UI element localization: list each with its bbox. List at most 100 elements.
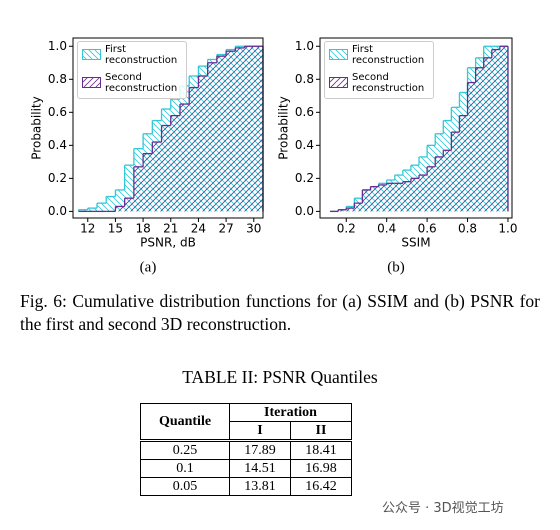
y-tick-label: 0.4 xyxy=(295,138,314,152)
plot-frame xyxy=(72,37,264,219)
legend-label: First reconstruction xyxy=(105,44,178,66)
bar xyxy=(124,198,134,212)
bar xyxy=(115,189,125,212)
y-tick-label: 0.6 xyxy=(48,105,67,119)
y-tick-label: 0.6 xyxy=(295,105,314,119)
bar xyxy=(96,203,107,212)
y-axis-label: Probability xyxy=(277,96,291,159)
bar xyxy=(216,56,227,212)
plot-frame xyxy=(319,37,513,219)
figure-caption: Fig. 6: Cumulative distribution function… xyxy=(20,291,540,334)
bar xyxy=(370,186,379,212)
subcaption: (a) xyxy=(140,259,157,275)
bar xyxy=(78,209,88,212)
legend-swatch xyxy=(329,49,348,60)
bar xyxy=(499,46,508,212)
bar xyxy=(354,203,363,212)
bar xyxy=(451,132,460,212)
bar xyxy=(467,82,476,212)
bar xyxy=(338,209,347,212)
bar xyxy=(152,142,162,212)
legend: First reconstruction Second reconstructio… xyxy=(77,41,187,99)
legend-entry: Second reconstruction xyxy=(78,70,186,98)
x-tick-label: 0.2 xyxy=(337,222,356,236)
bar xyxy=(170,115,180,212)
subcaption: (b) xyxy=(387,259,405,275)
bar xyxy=(378,184,387,212)
y-tick-label: 0.0 xyxy=(295,204,314,218)
x-tick-label: 12 xyxy=(80,222,95,236)
x-tick-label: 27 xyxy=(218,222,233,236)
bar xyxy=(179,104,190,212)
y-tick-label: 0.0 xyxy=(48,204,67,218)
x-axis-label: PSNR, dB xyxy=(140,236,196,250)
bar xyxy=(427,166,436,212)
legend: First reconstruction Second reconstructio… xyxy=(324,41,434,99)
table-cell: 0.1 xyxy=(140,459,230,478)
y-tick-label: 0.4 xyxy=(48,138,67,152)
bar xyxy=(483,57,492,212)
table-title: TABLE II: PSNR Quantiles xyxy=(182,367,378,387)
bar xyxy=(386,183,395,212)
bar xyxy=(459,115,468,212)
x-tick-label: 21 xyxy=(163,222,178,236)
y-tick-label: 1.0 xyxy=(295,39,314,53)
bar xyxy=(419,175,428,212)
bar xyxy=(253,46,263,212)
x-tick-label: 0.4 xyxy=(377,222,396,236)
bar xyxy=(443,150,452,212)
x-tick-label: 18 xyxy=(135,222,150,236)
bar xyxy=(362,189,371,212)
bar xyxy=(491,49,500,212)
header-cell: Iteration xyxy=(229,403,352,422)
bar xyxy=(87,208,97,212)
legend-label: Second reconstruction xyxy=(352,72,425,94)
series xyxy=(78,45,264,213)
x-axis-label: SSIM xyxy=(401,236,430,250)
x-tick-label: 15 xyxy=(108,222,123,236)
bar xyxy=(143,153,153,212)
legend-swatch xyxy=(82,77,101,88)
bar xyxy=(475,67,484,212)
y-tick-label: 0.8 xyxy=(48,72,67,86)
table-cell: 0.05 xyxy=(140,477,230,496)
legend-swatch xyxy=(329,77,348,88)
bar xyxy=(394,183,403,212)
legend-label: Second reconstruction xyxy=(105,72,178,94)
y-tick-label: 0.8 xyxy=(295,72,314,86)
y-tick-label: 0.2 xyxy=(48,171,67,185)
table-row: 0.05 13.81 16.42 xyxy=(140,477,352,496)
header-cell: Quantile xyxy=(140,403,230,442)
bar xyxy=(189,87,199,212)
legend-patch xyxy=(82,49,101,60)
bar xyxy=(435,156,444,212)
table-cell: 16.42 xyxy=(290,477,352,496)
x-tick-label: 1.0 xyxy=(498,222,517,236)
header-cell: I xyxy=(229,421,291,442)
legend-patch xyxy=(329,77,348,88)
table-cell: 18.41 xyxy=(290,440,352,460)
y-axis-label: Probability xyxy=(30,96,44,159)
table-row: 0.25 17.89 18.41 xyxy=(140,440,352,460)
bar xyxy=(226,51,236,212)
bar xyxy=(106,196,116,212)
legend-entry: First reconstruction xyxy=(78,42,186,70)
bar xyxy=(161,125,171,212)
table-row: 0.1 14.51 16.98 xyxy=(140,459,352,478)
bar xyxy=(115,206,125,212)
table-cell: 13.81 xyxy=(229,477,291,496)
bar xyxy=(346,208,355,212)
bar xyxy=(244,46,254,212)
table-cell: 0.25 xyxy=(140,440,230,460)
bar xyxy=(133,166,144,212)
x-tick-label: 0.6 xyxy=(418,222,437,236)
x-tick-label: 24 xyxy=(191,222,206,236)
legend-entry: Second reconstruction xyxy=(325,70,433,98)
legend-swatch xyxy=(82,49,101,60)
series xyxy=(330,45,509,213)
y-tick-label: 1.0 xyxy=(48,39,67,53)
table: Quantile Iteration I II 0.25 17.89 18.41 0.… xyxy=(140,403,352,496)
table-cell: 14.51 xyxy=(229,459,291,478)
watermark: 公众号 · 3D视觉工坊 xyxy=(382,501,504,516)
